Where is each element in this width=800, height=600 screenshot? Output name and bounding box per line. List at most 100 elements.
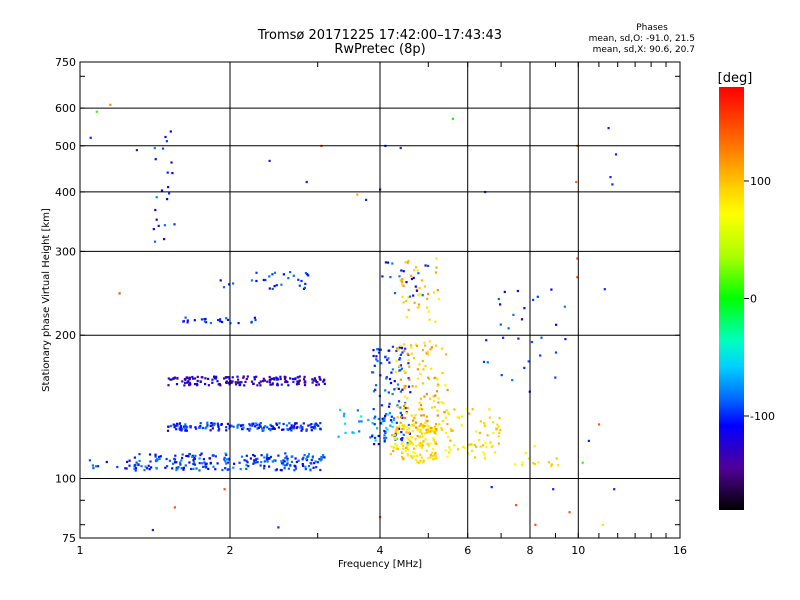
data-point xyxy=(360,415,363,418)
data-point xyxy=(188,383,191,386)
data-point xyxy=(203,318,206,321)
data-point xyxy=(252,453,255,457)
data-point xyxy=(533,444,536,447)
data-point xyxy=(304,468,307,471)
data-point xyxy=(407,362,410,365)
data-point xyxy=(407,431,410,434)
data-point xyxy=(218,428,221,431)
data-point xyxy=(447,436,450,439)
data-point xyxy=(421,444,424,447)
data-point xyxy=(415,289,419,292)
data-point xyxy=(532,298,535,301)
data-point xyxy=(383,429,386,433)
data-point xyxy=(245,454,248,457)
data-point xyxy=(158,455,161,458)
data-point xyxy=(420,432,424,435)
data-point xyxy=(318,457,321,461)
data-point xyxy=(286,462,289,465)
y-tick-label: 500 xyxy=(55,140,76,153)
data-point xyxy=(310,429,313,432)
data-point xyxy=(196,375,199,378)
data-point xyxy=(232,425,235,428)
data-point xyxy=(390,371,393,374)
data-point xyxy=(307,424,310,427)
data-point xyxy=(389,424,392,427)
data-point xyxy=(425,352,428,355)
data-point xyxy=(407,259,410,262)
data-point xyxy=(147,464,150,467)
data-point xyxy=(256,384,259,387)
data-point xyxy=(280,460,283,463)
data-point xyxy=(201,376,204,379)
x-tick-label: 8 xyxy=(527,544,534,557)
data-point xyxy=(485,339,488,342)
data-point xyxy=(395,349,398,353)
data-point xyxy=(404,371,407,374)
data-point xyxy=(393,380,396,383)
data-point xyxy=(419,292,422,296)
data-point xyxy=(188,381,191,384)
x-tick-label: 1 xyxy=(77,544,84,557)
data-point xyxy=(384,389,387,392)
data-point xyxy=(280,383,283,386)
data-point xyxy=(124,467,127,470)
data-point xyxy=(405,281,408,284)
data-point xyxy=(406,352,409,355)
data-point xyxy=(206,421,209,424)
data-point xyxy=(125,467,128,470)
data-point xyxy=(373,423,376,426)
data-point xyxy=(373,364,376,367)
data-point xyxy=(403,395,406,398)
data-point xyxy=(217,426,220,429)
data-point xyxy=(393,417,396,420)
data-point xyxy=(198,457,201,460)
data-point xyxy=(207,384,210,387)
data-point xyxy=(554,351,558,354)
data-point xyxy=(273,285,276,288)
data-point xyxy=(260,460,263,464)
data-point xyxy=(203,320,207,323)
data-point xyxy=(483,456,486,459)
data-point xyxy=(291,426,294,429)
data-point xyxy=(304,282,307,285)
data-point xyxy=(247,465,250,468)
data-point xyxy=(198,469,201,472)
data-point xyxy=(199,454,202,457)
data-point xyxy=(208,457,211,460)
data-point xyxy=(392,418,395,421)
data-point xyxy=(372,354,375,358)
data-point xyxy=(222,286,226,289)
data-point xyxy=(225,426,228,429)
data-point xyxy=(412,357,416,360)
data-point xyxy=(240,381,243,384)
data-point xyxy=(398,346,401,349)
data-point xyxy=(428,426,431,429)
data-point xyxy=(399,390,402,393)
data-point xyxy=(266,453,269,456)
data-point xyxy=(266,426,269,429)
data-point xyxy=(242,426,245,429)
data-point xyxy=(422,461,425,464)
data-point xyxy=(293,422,297,425)
data-point xyxy=(270,425,273,428)
data-point xyxy=(396,347,399,350)
data-point xyxy=(406,437,409,440)
data-point xyxy=(457,416,461,419)
data-point xyxy=(414,343,418,346)
data-point xyxy=(211,422,215,425)
data-point xyxy=(486,361,489,364)
data-point xyxy=(471,408,474,411)
data-point xyxy=(283,460,286,463)
data-point xyxy=(392,449,395,452)
data-point xyxy=(371,371,374,374)
data-point xyxy=(479,445,482,448)
data-point xyxy=(135,461,138,464)
data-point xyxy=(204,465,208,468)
data-point xyxy=(305,428,308,431)
data-point xyxy=(269,423,272,426)
data-point xyxy=(322,455,325,458)
data-point xyxy=(314,427,317,430)
data-point xyxy=(385,376,388,379)
data-point xyxy=(166,171,169,174)
data-point xyxy=(394,432,397,435)
